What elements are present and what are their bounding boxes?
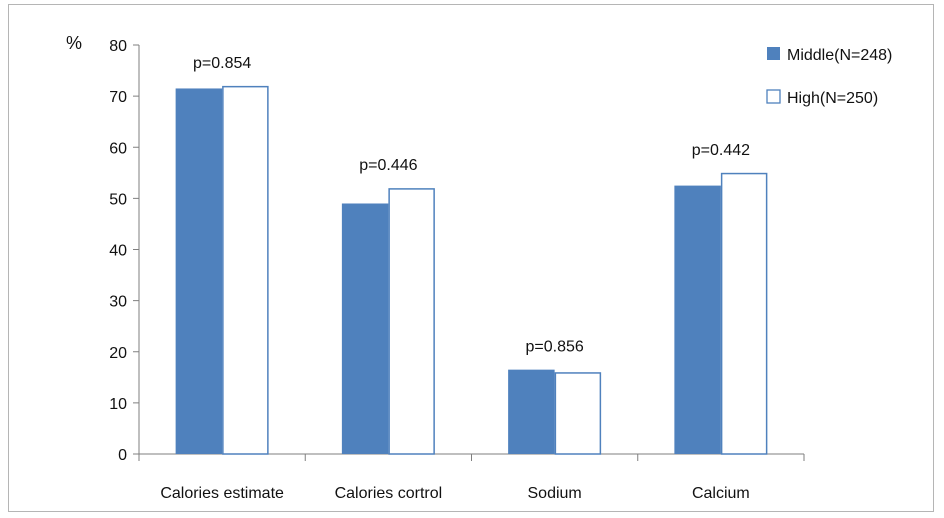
y-tick-label: 30 — [109, 294, 127, 311]
legend-swatch-high — [766, 89, 781, 104]
x-tick-label: Sodium — [528, 485, 582, 502]
x-tick-label: Calories estimate — [160, 485, 284, 502]
legend-swatch-middle — [767, 47, 780, 60]
y-tick-label: 70 — [109, 89, 127, 106]
y-axis-label: % — [66, 33, 82, 53]
p-value-annotation: p=0.442 — [692, 142, 750, 159]
bar-middle — [341, 203, 389, 454]
bar-high — [720, 172, 768, 455]
bar-middle — [674, 185, 721, 454]
legend-label-high: High(N=250) — [787, 90, 878, 107]
y-tick-label: 50 — [109, 191, 127, 208]
y-tick-label: 20 — [109, 345, 127, 362]
bar-chart: 0 10 20 30 40 50 60 70 80% Calories estimate p=0.… — [66, 33, 892, 502]
bar-middle — [508, 369, 555, 454]
bar-high — [222, 85, 269, 455]
y-tick-label: 80 — [109, 38, 127, 55]
bar-middle — [175, 88, 223, 455]
legend-label-middle: Middle(N=248) — [787, 47, 892, 64]
y-tick-label: 0 — [118, 447, 127, 464]
p-value-annotation: p=0.446 — [359, 157, 417, 174]
p-value-annotation: p=0.856 — [525, 339, 583, 356]
p-value-annotation: p=0.854 — [193, 55, 251, 72]
y-tick-label: 60 — [109, 140, 127, 157]
x-tick-label: Calories cortrol — [335, 485, 443, 502]
y-tick-label: 40 — [109, 243, 127, 260]
y-tick-label: 10 — [109, 396, 127, 413]
bar-high — [388, 188, 435, 455]
bar-high — [554, 372, 602, 455]
x-tick-label: Calcium — [692, 485, 750, 502]
chart-frame: 0 10 20 30 40 50 60 70 80% Calories estimate p=0.… — [8, 4, 934, 512]
